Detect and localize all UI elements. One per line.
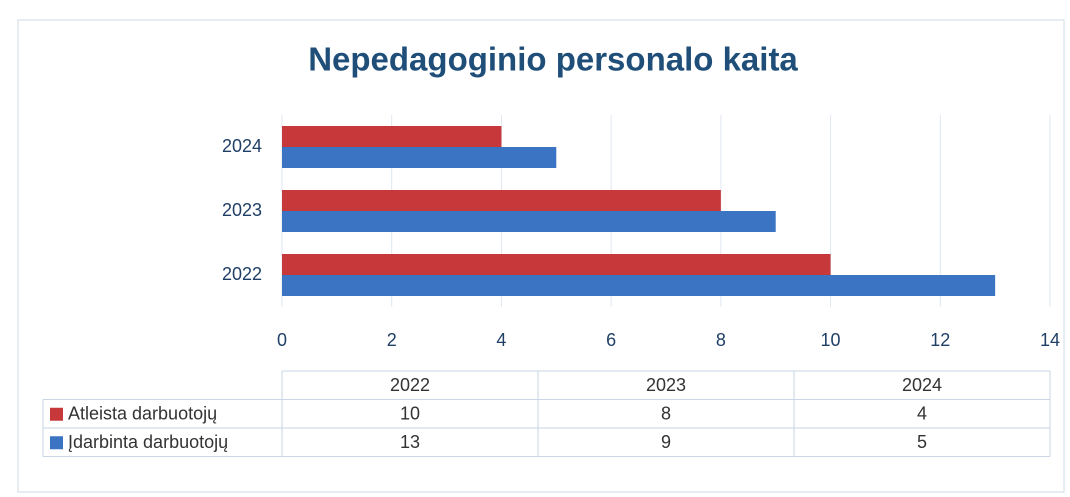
table-header: 2024: [902, 375, 942, 395]
y-tick-label: 2022: [222, 264, 262, 284]
x-tick-label: 8: [716, 330, 726, 350]
table-value: 13: [400, 432, 420, 452]
x-tick-label: 4: [496, 330, 506, 350]
x-tick-label: 14: [1040, 330, 1060, 350]
x-tick-label: 2: [387, 330, 397, 350]
table-value: 9: [661, 432, 671, 452]
bar: [282, 126, 502, 147]
y-tick-label: 2023: [222, 200, 262, 220]
y-tick-label: 2024: [222, 136, 262, 156]
bar: [282, 275, 996, 296]
table-value: 4: [917, 404, 927, 424]
x-tick-label: 10: [821, 330, 841, 350]
x-tick-label: 12: [930, 330, 950, 350]
legend-label: Atleista darbuotojų: [68, 404, 217, 424]
legend-key: [50, 436, 63, 450]
bar: [282, 147, 557, 168]
table-header: 2022: [390, 375, 430, 395]
chart-title: Nepedagoginio personalo kaita: [308, 41, 798, 78]
legend-key: [50, 407, 63, 421]
table-header: 2023: [646, 375, 686, 395]
legend-label: Įdarbinta darbuotojų: [68, 432, 228, 452]
x-tick-label: 0: [277, 330, 287, 350]
table-value: 8: [661, 404, 671, 424]
x-tick-label: 6: [606, 330, 616, 350]
bar: [282, 254, 831, 275]
bar: [282, 190, 721, 211]
bar: [282, 211, 776, 232]
table-value: 5: [917, 432, 927, 452]
table-value: 10: [400, 404, 420, 424]
